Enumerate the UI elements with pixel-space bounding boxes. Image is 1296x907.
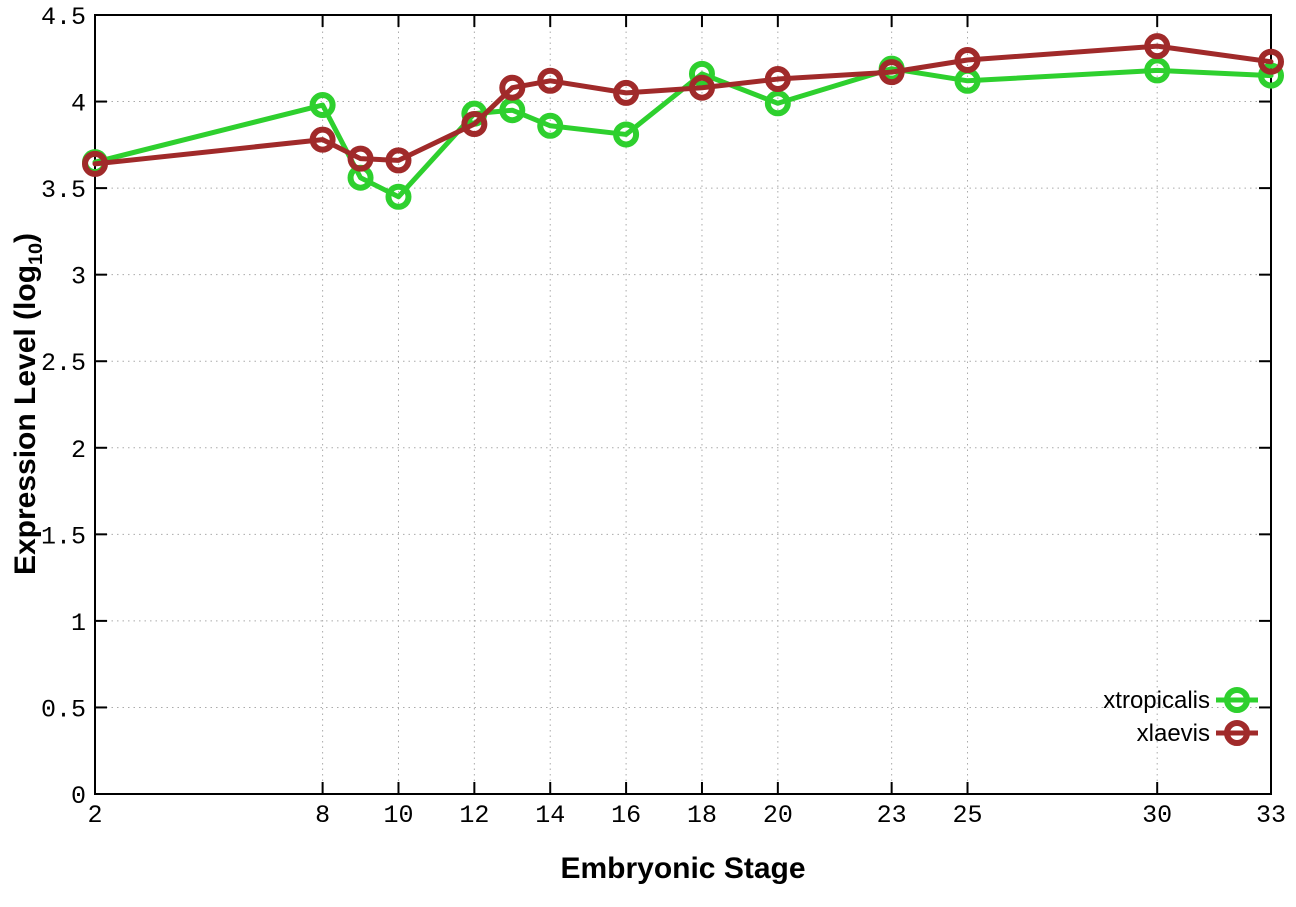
data-point-marker: [764, 90, 791, 117]
data-point-marker: [954, 47, 981, 74]
y-tick-label: 4: [71, 90, 86, 119]
series-line: [92, 43, 1274, 167]
axis-ticks: [94, 14, 1272, 795]
tick-labels: 2 8 10 12 14 16 18 20 23 25 30 33 0 0.5 1 1.5 2 2.5 3 3.5 4 4…: [41, 3, 1286, 830]
data-point-marker: [347, 145, 374, 172]
y-tick-label: 3.5: [41, 176, 86, 205]
series-xlaevis: [82, 33, 1284, 177]
y-tick-label: 2: [71, 436, 86, 465]
x-tick-label: 25: [953, 801, 983, 830]
y-tick-label: 4.5: [41, 3, 86, 32]
data-point-marker: [878, 59, 905, 86]
data-point-marker: [537, 67, 564, 94]
data-point-marker: [688, 74, 715, 101]
data-point-marker: [1258, 48, 1284, 75]
x-tick-label: 16: [611, 801, 641, 830]
series-xtropicalis: [82, 55, 1284, 210]
y-tick-label: 0: [71, 782, 86, 811]
x-tick-label: 14: [535, 801, 565, 830]
data-point-marker: [688, 60, 715, 87]
circle-marker-icon: [1224, 720, 1250, 746]
data-point-marker: [461, 111, 488, 138]
legend-item-xtropicalis: xtropicalis: [1103, 687, 1258, 714]
data-point-marker: [385, 183, 412, 210]
x-tick-label: 23: [877, 801, 907, 830]
x-tick-label: 20: [763, 801, 793, 830]
x-tick-label: 8: [315, 801, 330, 830]
data-point-marker: [1144, 33, 1171, 60]
x-axis-title: Embryonic Stage: [560, 852, 806, 885]
x-tick-label: 18: [687, 801, 717, 830]
y-axis-title-text: Expression Level (log: [9, 264, 42, 576]
x-tick-label: 33: [1256, 801, 1286, 830]
gridlines: [95, 15, 1271, 794]
data-point-marker: [385, 147, 412, 174]
y-tick-label: 3: [71, 263, 86, 292]
data-point-marker: [613, 121, 640, 148]
data-point-marker: [764, 66, 791, 93]
data-point-marker: [499, 74, 526, 101]
data-point-marker: [309, 126, 336, 153]
circle-marker-icon: [1224, 687, 1250, 713]
x-tick-label: 12: [459, 801, 489, 830]
legend-label: xlaevis: [1137, 720, 1210, 747]
y-axis-title-suffix: ): [9, 232, 42, 243]
data-point-marker: [1144, 57, 1171, 84]
y-tick-label: 0.5: [41, 695, 86, 724]
legend: xtropicalis xlaevis: [1103, 687, 1258, 747]
plot-border: [94, 14, 1272, 795]
legend-item-xlaevis: xlaevis: [1137, 720, 1258, 747]
x-tick-label: 10: [383, 801, 413, 830]
y-axis-title: Expression Level (log10): [9, 232, 47, 576]
data-point-marker: [537, 112, 564, 139]
data-point-marker: [613, 79, 640, 106]
y-axis-title-subscript: 10: [25, 242, 47, 265]
legend-label: xtropicalis: [1103, 687, 1210, 714]
x-tick-label: 30: [1142, 801, 1172, 830]
x-tick-label: 2: [87, 801, 102, 830]
data-point-marker: [309, 92, 336, 119]
y-tick-label: 1.5: [41, 522, 86, 551]
data-point-marker: [1258, 62, 1284, 89]
y-tick-label: 2.5: [41, 349, 86, 378]
y-tick-label: 1: [71, 609, 86, 638]
data-point-marker: [82, 150, 108, 177]
